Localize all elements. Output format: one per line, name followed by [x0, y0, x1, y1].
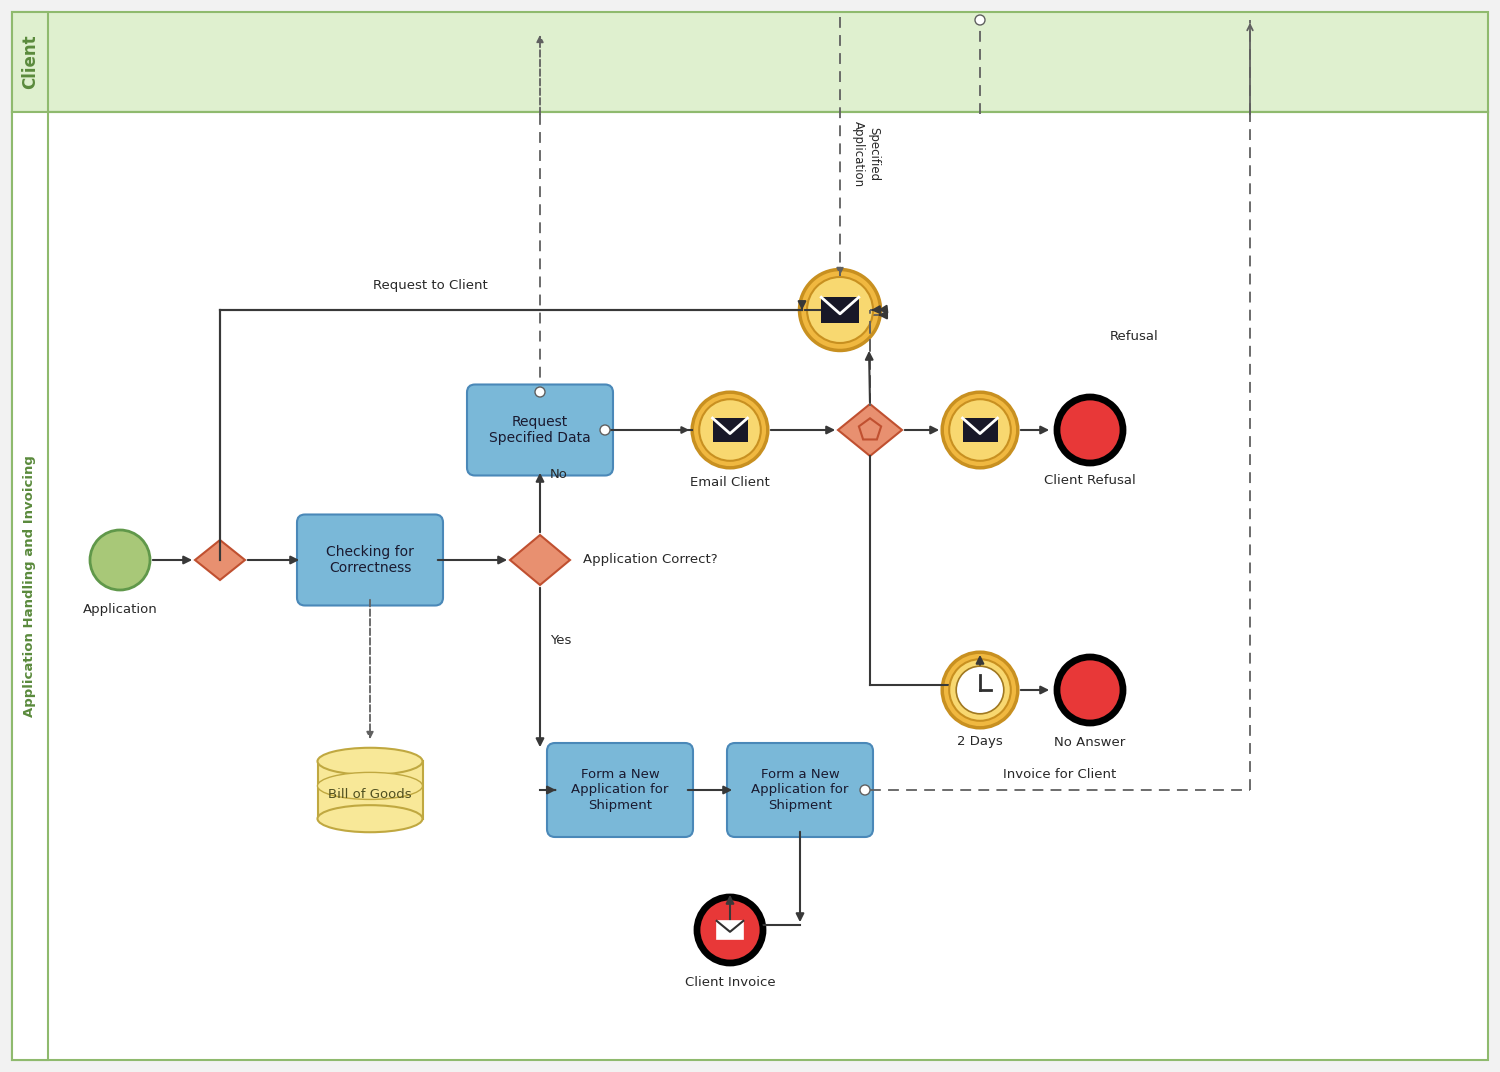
FancyBboxPatch shape: [12, 111, 1488, 1060]
FancyBboxPatch shape: [728, 743, 873, 837]
Ellipse shape: [318, 805, 423, 832]
FancyBboxPatch shape: [466, 385, 614, 476]
FancyBboxPatch shape: [12, 12, 48, 111]
Text: Request to Client: Request to Client: [372, 279, 488, 292]
Text: Specified
Application: Specified Application: [852, 121, 880, 187]
Circle shape: [1053, 654, 1126, 727]
Ellipse shape: [318, 748, 423, 775]
FancyBboxPatch shape: [963, 418, 998, 442]
FancyBboxPatch shape: [712, 418, 747, 442]
Circle shape: [693, 894, 766, 966]
Text: Application Handling and Invoicing: Application Handling and Invoicing: [24, 455, 36, 717]
Text: Refusal: Refusal: [1110, 330, 1158, 343]
Text: Client Refusal: Client Refusal: [1044, 474, 1136, 487]
Circle shape: [600, 425, 610, 435]
Circle shape: [1053, 393, 1126, 466]
Text: Application: Application: [82, 604, 158, 616]
Circle shape: [975, 15, 986, 25]
Text: Invoice for Client: Invoice for Client: [1004, 768, 1116, 780]
Text: Form a New
Application for
Shipment: Form a New Application for Shipment: [752, 769, 849, 812]
FancyBboxPatch shape: [822, 297, 858, 323]
Text: Form a New
Application for
Shipment: Form a New Application for Shipment: [572, 769, 669, 812]
Circle shape: [699, 898, 762, 962]
Text: Bill of Goods: Bill of Goods: [328, 789, 412, 802]
Text: Request
Specified Data: Request Specified Data: [489, 415, 591, 445]
Circle shape: [807, 277, 873, 343]
Circle shape: [800, 269, 880, 351]
FancyBboxPatch shape: [717, 921, 744, 939]
Text: Application Correct?: Application Correct?: [582, 553, 717, 566]
Circle shape: [859, 785, 870, 795]
Circle shape: [699, 399, 760, 461]
Text: Checking for
Correctness: Checking for Correctness: [326, 545, 414, 575]
Text: No Answer: No Answer: [1054, 735, 1125, 748]
Circle shape: [942, 392, 1019, 467]
Text: Email Client: Email Client: [690, 476, 770, 489]
Circle shape: [950, 659, 1011, 720]
FancyBboxPatch shape: [318, 761, 423, 819]
Circle shape: [90, 530, 150, 590]
Circle shape: [1059, 399, 1122, 461]
FancyBboxPatch shape: [548, 743, 693, 837]
Circle shape: [536, 387, 544, 397]
Polygon shape: [195, 540, 244, 580]
Polygon shape: [510, 535, 570, 585]
FancyBboxPatch shape: [297, 515, 442, 606]
Circle shape: [942, 652, 1019, 728]
FancyBboxPatch shape: [12, 111, 48, 1060]
Text: Client Invoice: Client Invoice: [684, 976, 776, 988]
FancyBboxPatch shape: [12, 12, 1488, 111]
Circle shape: [692, 392, 768, 467]
Text: Yes: Yes: [550, 634, 572, 646]
Text: Client: Client: [21, 34, 39, 89]
Ellipse shape: [318, 772, 423, 800]
Circle shape: [950, 399, 1011, 461]
Circle shape: [956, 666, 1004, 714]
Text: No: No: [550, 468, 568, 481]
Polygon shape: [839, 404, 902, 456]
Circle shape: [1059, 658, 1122, 721]
Text: 2 Days: 2 Days: [957, 735, 1004, 748]
